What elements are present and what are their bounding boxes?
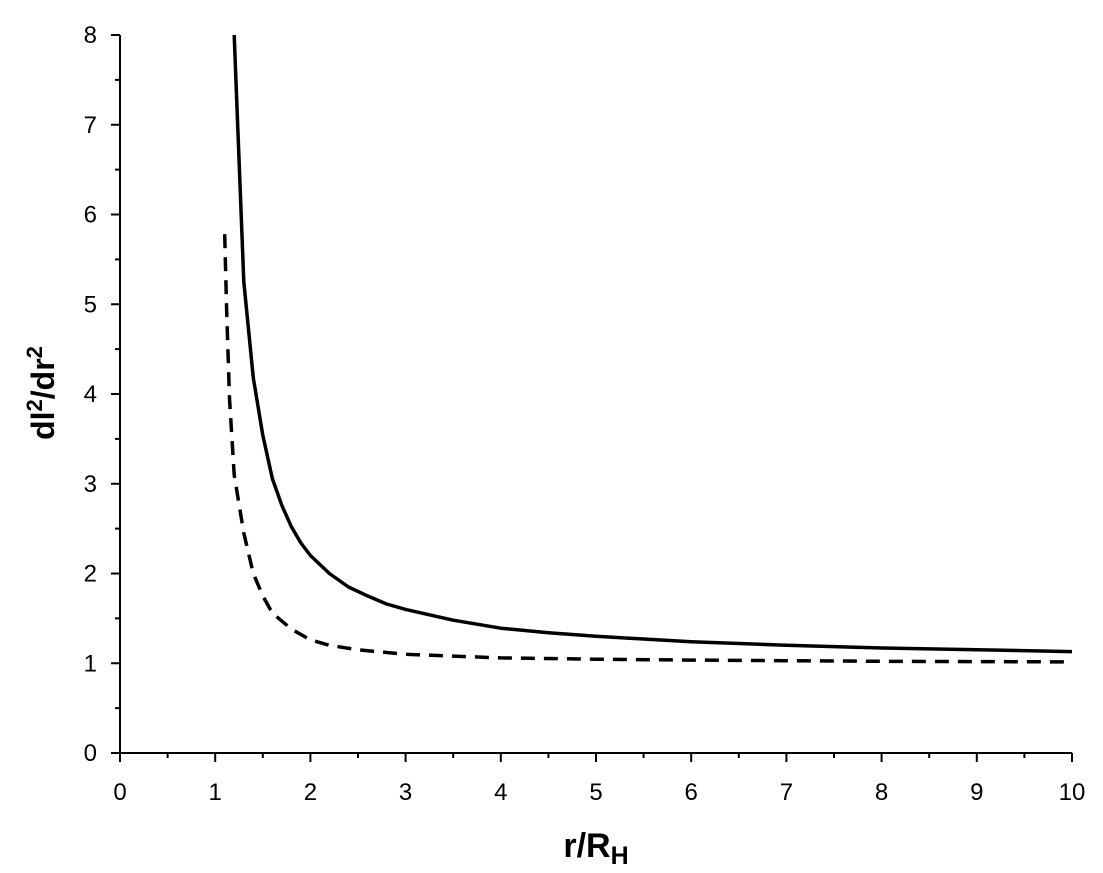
x-axis-title-main: r/R [563,827,610,865]
x-axis-title: r/RH [563,827,628,870]
x-axis-title-sub: H [611,842,629,870]
x-tick-label: 9 [970,779,983,806]
y-axis-title-part2: /dr [25,358,61,399]
x-tick-label: 3 [399,779,412,806]
y-tick-label: 7 [84,112,97,139]
y-tick-label: 8 [84,22,97,49]
x-tick-label: 0 [113,779,126,806]
x-tick-label: 2 [304,779,317,806]
y-tick-label: 5 [84,291,97,318]
y-axis-title-sup1: 2 [22,399,47,411]
axes [119,35,1072,754]
y-tick-label: 3 [84,471,97,498]
x-tick-label: 7 [780,779,793,806]
x-tick-label: 1 [209,779,222,806]
y-tick-label: 0 [84,740,97,767]
y-axis-title: dl2/dr2 [22,346,61,440]
x-tick-label: 4 [494,779,507,806]
y-axis-title-part1: dl [25,411,61,439]
y-tick-label: 2 [84,561,97,588]
x-tick-label: 10 [1059,779,1086,806]
solid-series-line [232,34,1073,654]
dashed-series-line [222,234,1073,664]
x-tick-label: 5 [589,779,602,806]
series-layer [222,34,1073,664]
y-tick-label: 6 [84,202,97,229]
ticks: 0 1 2 3 4 5 6 7 8 9 10 0 1 2 3 4 5 6 7 8 [84,22,1086,806]
y-tick-label: 1 [84,650,97,677]
y-tick-label: 4 [84,381,97,408]
x-tick-label: 8 [875,779,888,806]
y-axis-title-sup2: 2 [22,346,47,358]
x-tick-label: 6 [685,779,698,806]
